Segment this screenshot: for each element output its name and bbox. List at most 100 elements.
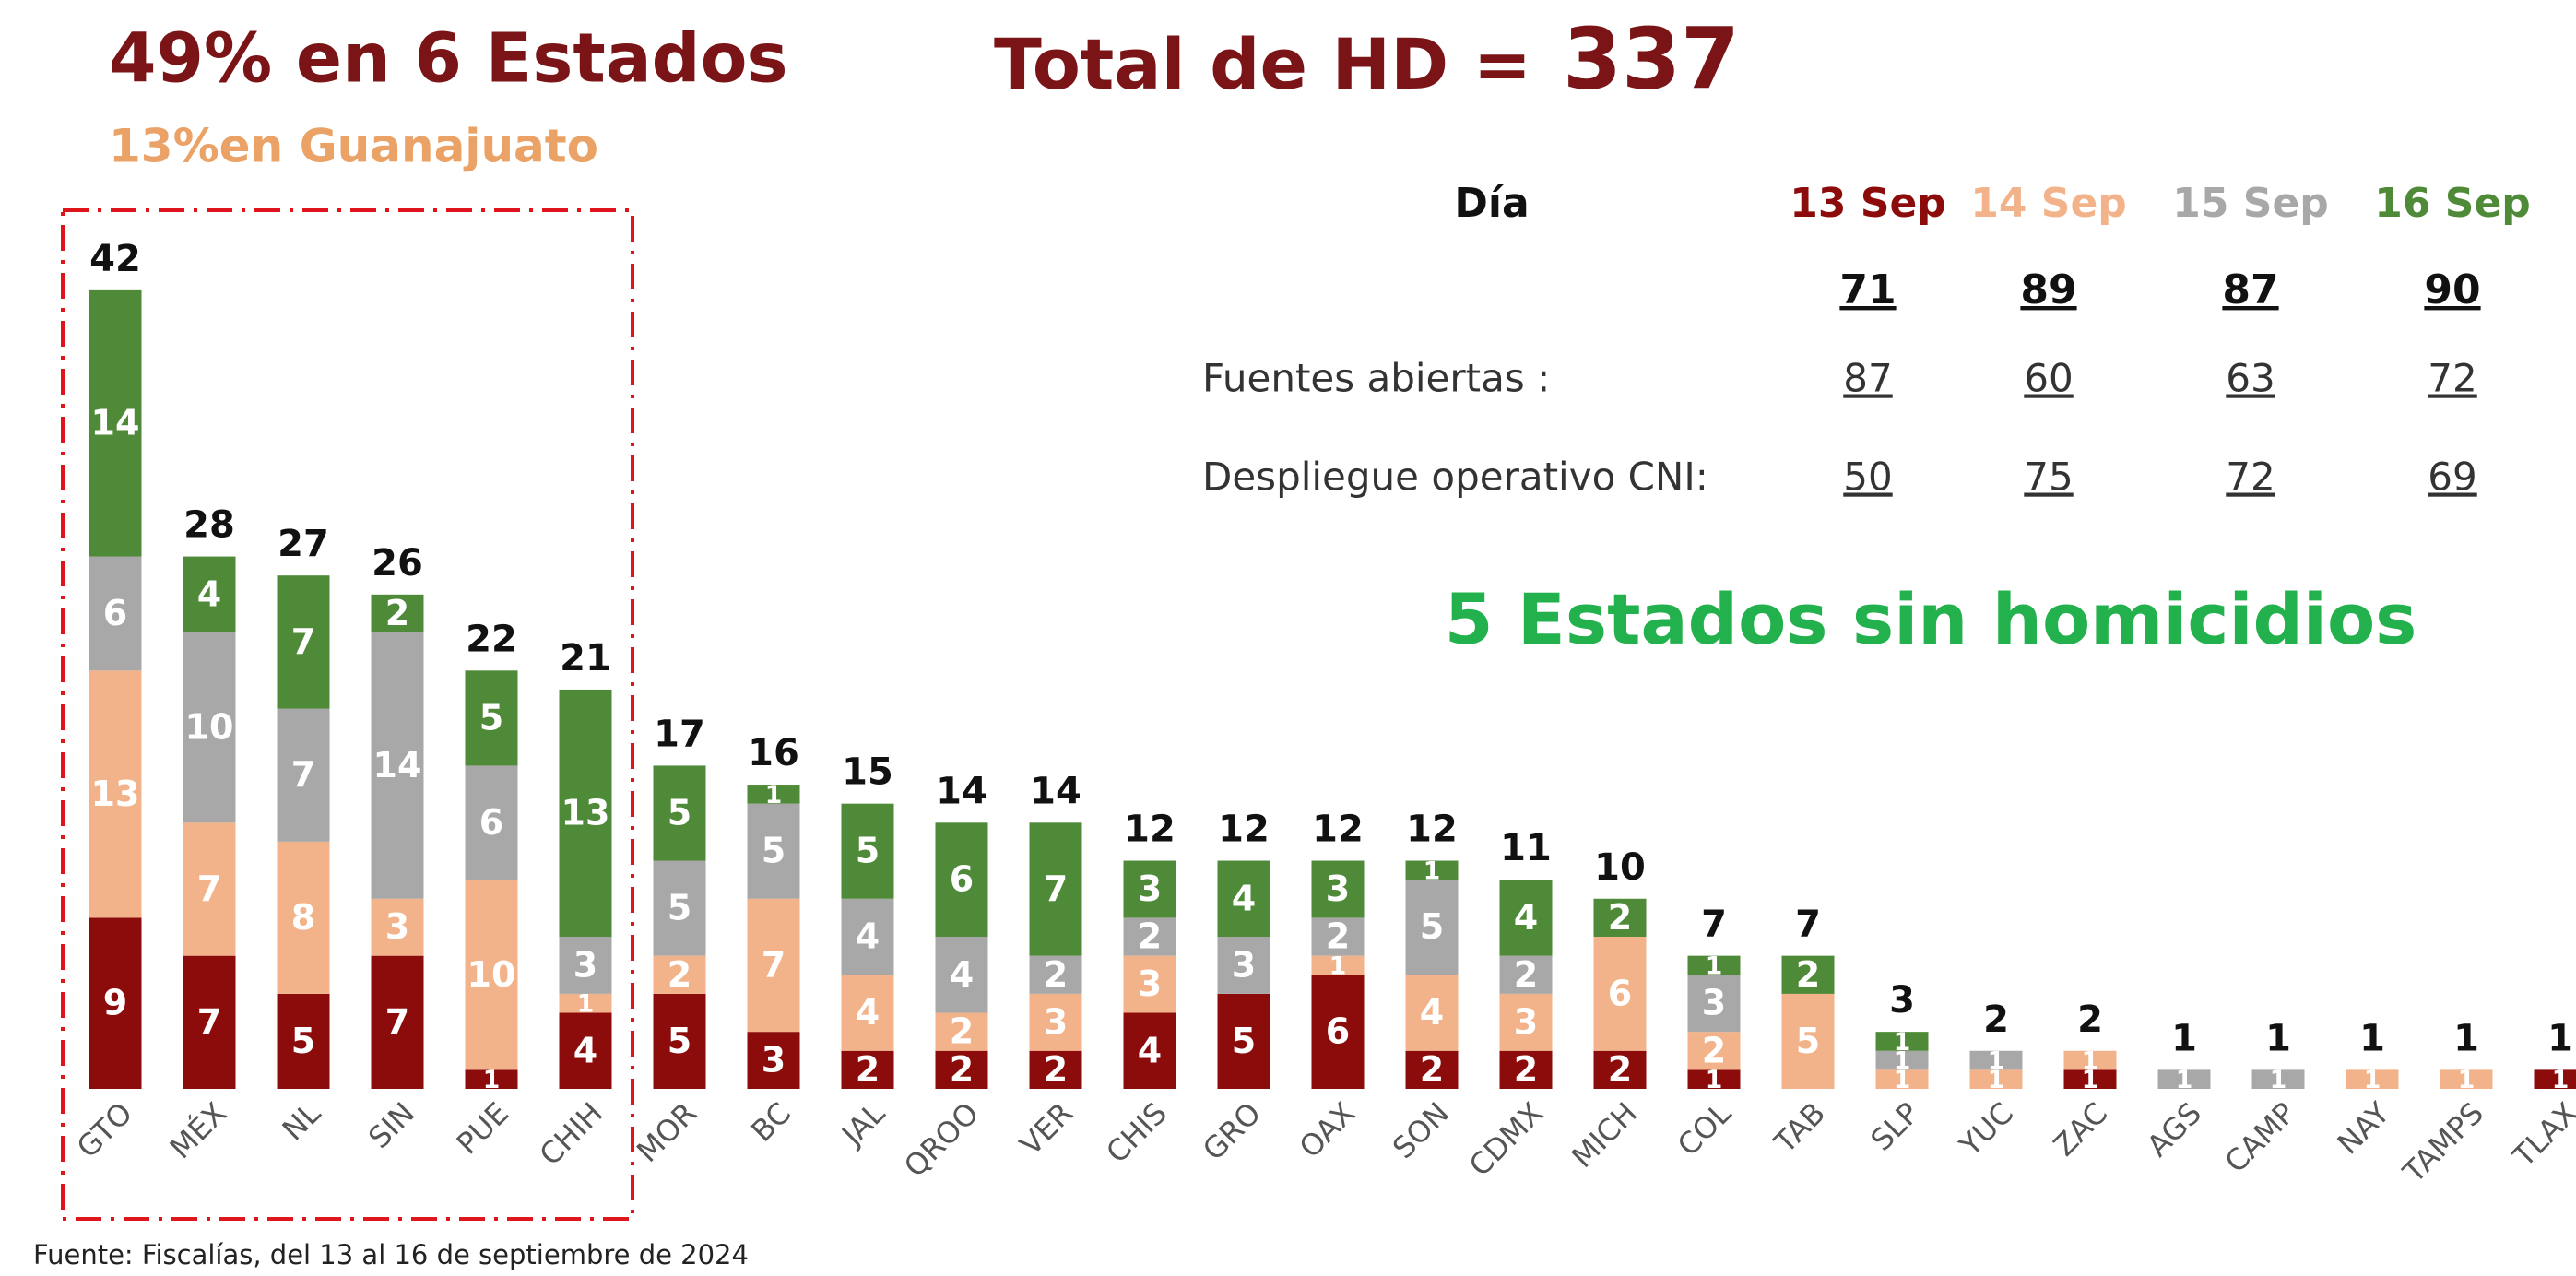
bar-segment <box>747 803 800 899</box>
table-column-header: 15 Sep <box>2172 180 2329 227</box>
segment-label: 7 <box>197 868 221 909</box>
segment-label: 4 <box>197 573 221 614</box>
total-label: 1 <box>2171 1017 2197 1059</box>
bar-segment <box>89 556 142 671</box>
segment-label: 1 <box>1988 1047 2005 1076</box>
bar-segment <box>1781 993 1835 1089</box>
segment-label: 7 <box>762 944 786 985</box>
segment-label: 14 <box>91 403 140 443</box>
segment-label: 6 <box>1326 1011 1350 1052</box>
bar-segment <box>89 670 142 918</box>
segment-label: 2 <box>950 1049 974 1090</box>
total-label: 12 <box>1312 809 1364 851</box>
segment-label: 1 <box>2458 1066 2476 1094</box>
segment-label: 1 <box>1894 1066 1911 1094</box>
segment-label: 7 <box>385 1001 409 1042</box>
segment-label: 6 <box>950 859 974 900</box>
segment-label: 2 <box>1326 916 1350 957</box>
segment-label: 4 <box>1138 1030 1162 1070</box>
segment-label: 1 <box>2082 1066 2099 1094</box>
segment-label: 6 <box>103 593 127 633</box>
bar-segment <box>1687 1032 1741 1070</box>
total-label: 2 <box>2077 998 2103 1041</box>
segment-label: 7 <box>291 621 315 662</box>
bar-segment <box>465 765 518 880</box>
total-label: 1 <box>2359 1017 2385 1059</box>
total-label: 2 <box>1983 998 2009 1041</box>
segment-label: 5 <box>762 831 786 871</box>
segment-label: 5 <box>1232 1021 1256 1061</box>
segment-label: 2 <box>1702 1030 1726 1070</box>
segment-label: 1 <box>483 1066 501 1094</box>
bar-segment <box>1217 993 1270 1089</box>
bar-segment <box>559 993 612 1013</box>
chart-title: 49% en 6 Estados <box>109 19 788 99</box>
bar-segment <box>841 975 894 1051</box>
bar-segment <box>465 1069 518 1089</box>
total-label: 15 <box>842 751 893 794</box>
segment-label: 5 <box>856 831 880 871</box>
total-label: 3 <box>1889 979 1915 1022</box>
segment-label: 2 <box>1796 954 1820 995</box>
bar-segment <box>1217 937 1270 994</box>
segment-label: 5 <box>668 1021 691 1061</box>
segment-label: 4 <box>1514 897 1538 938</box>
bar-segment <box>653 765 706 861</box>
segment-label: 13 <box>91 774 140 814</box>
total-label: 21 <box>560 637 611 679</box>
table-total: 71 <box>1839 266 1896 313</box>
bar-segment <box>1029 955 1082 994</box>
segment-label: 5 <box>1420 906 1444 947</box>
segment-label: 1 <box>2270 1066 2287 1094</box>
bar-segment <box>1405 860 1459 880</box>
segment-label: 7 <box>197 1001 221 1042</box>
bar-segment <box>1499 1050 1553 1089</box>
segment-label: 1 <box>2364 1066 2381 1094</box>
segment-label: 2 <box>1420 1049 1444 1090</box>
table-cell: 87 <box>1843 356 1892 401</box>
segment-label: 3 <box>1514 1001 1538 1042</box>
segment-label: 13 <box>561 792 610 833</box>
segment-label: 1 <box>765 781 783 809</box>
total-label: 14 <box>936 770 987 812</box>
bar-segment <box>1123 860 1176 918</box>
segment-label: 1 <box>1329 951 1347 980</box>
segment-label: 8 <box>291 897 315 938</box>
segment-label: 3 <box>1044 1001 1068 1042</box>
bar-segment <box>1593 937 1647 1051</box>
total-label: Total de HD = <box>994 23 1531 105</box>
segment-label: 2 <box>668 954 691 995</box>
table-cell: 75 <box>2024 455 2073 500</box>
annotation: 5 Estados sin homicidios <box>1445 578 2417 660</box>
segment-label: 4 <box>856 916 880 957</box>
bar-segment <box>1687 975 1741 1033</box>
segment-label: 3 <box>1702 983 1726 1023</box>
bar-segment <box>89 289 142 557</box>
bar-segment <box>183 822 236 956</box>
segment-label: 1 <box>577 990 595 1019</box>
bar-segment <box>747 1032 800 1089</box>
bar-segment <box>1593 1050 1647 1089</box>
segment-label: 5 <box>668 888 691 928</box>
bar-segment <box>747 785 800 804</box>
bar-segment <box>1123 917 1176 956</box>
segment-label: 5 <box>668 792 691 833</box>
bar-segment <box>2251 1069 2305 1089</box>
segment-label: 2 <box>950 1011 974 1052</box>
bar-segment <box>935 1050 988 1089</box>
segment-label: 4 <box>573 1030 597 1070</box>
total-label: 12 <box>1124 809 1176 851</box>
segment-label: 6 <box>479 802 503 843</box>
total-label: 11 <box>1500 827 1552 869</box>
segment-label: 2 <box>1044 1049 1068 1090</box>
bar-segment <box>559 1012 612 1089</box>
total-label: 7 <box>1701 904 1727 946</box>
total-label: 17 <box>654 713 705 755</box>
bar-segment <box>1311 860 1365 918</box>
bar-segment <box>559 689 612 938</box>
table-column-header: 13 Sep <box>1790 180 1946 227</box>
bar-segment <box>371 955 424 1089</box>
segment-label: 1 <box>1424 857 1441 885</box>
total-label: 10 <box>1594 846 1646 889</box>
bar-segment <box>183 955 236 1089</box>
